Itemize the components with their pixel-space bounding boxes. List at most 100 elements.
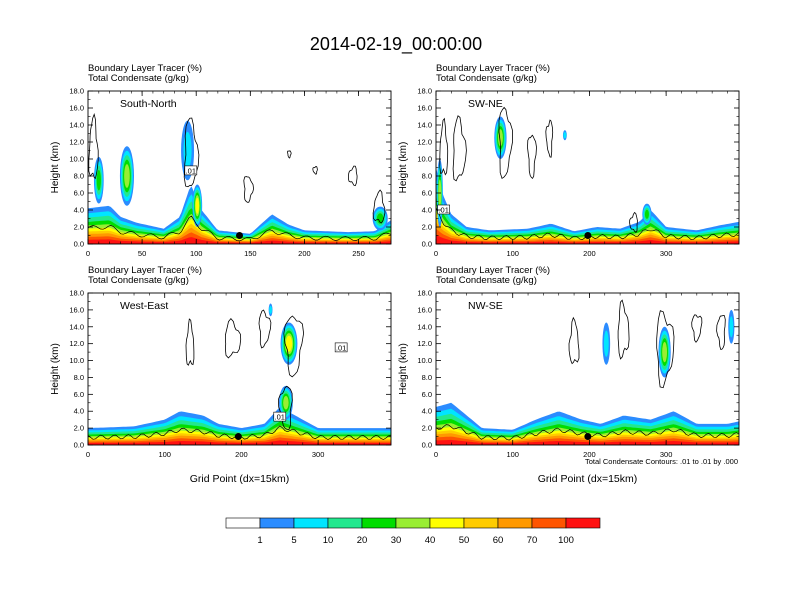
tracer-band-50 [88, 223, 391, 244]
plume-3-level-4 [644, 209, 649, 219]
colorbar-swatch [565, 517, 601, 529]
plume-1-level-2 [269, 305, 273, 314]
tracer-band-100 [436, 439, 739, 445]
panel-header-condensate: Total Condensate (g/kg) [88, 275, 189, 286]
x-tick-label: 100 [158, 450, 171, 459]
site-marker [584, 232, 592, 239]
y-tick-label: 4.0 [422, 407, 432, 416]
tracer-band-60 [88, 227, 391, 244]
y-tick-label: 6.0 [74, 390, 84, 399]
tracer-band-100 [88, 440, 391, 445]
colorbar-swatch [327, 517, 363, 529]
x-axis-label: Grid Point (dx=15km) [538, 473, 638, 485]
y-tick-label: 2.0 [74, 424, 84, 433]
condensate-contour [629, 211, 638, 234]
panel-nw-se: Boundary Layer Tracer (%) Total Condensat… [398, 265, 740, 485]
colorbar-swatch [463, 517, 499, 529]
x-tick-label: 300 [312, 450, 325, 459]
y-axis-label: Height (km) [398, 142, 409, 194]
condensate-contour-low [88, 215, 391, 242]
contour-note: Total Condensate Contours: .01 to .01 by… [585, 457, 738, 466]
plume-0-level-6 [285, 335, 293, 352]
colorbar-label: 1 [257, 535, 262, 546]
colorbar-label: 70 [527, 535, 538, 546]
y-tick-label: 18.0 [417, 87, 432, 96]
condensate-contour [224, 317, 242, 359]
colorbar-swatch [259, 517, 295, 529]
panel-label: West-East [120, 300, 168, 312]
panel-header-tracer: Boundary Layer Tracer (%) [88, 265, 202, 276]
condensate-contour [617, 299, 630, 360]
plume-1-level-5 [662, 341, 668, 363]
tracer-band-70 [88, 232, 391, 244]
plot-area [436, 299, 739, 445]
tracer-band-30 [436, 204, 739, 244]
y-tick-label: 4.0 [74, 407, 84, 416]
colorbar-label: 40 [425, 535, 436, 546]
plume-3-level-6 [195, 197, 200, 214]
x-tick-label: 0 [86, 249, 90, 258]
site-marker [234, 433, 242, 441]
y-tick-label: 8.0 [422, 373, 432, 382]
condensate-contour [545, 119, 554, 158]
condensate-contour [716, 315, 726, 350]
plot-frame [435, 90, 740, 245]
condensate-contour [568, 316, 580, 365]
panel-west-east: Boundary Layer Tracer (%)Total Condensat… [50, 265, 392, 485]
plume-0-level-2 [603, 330, 609, 357]
condensate-contour [287, 150, 292, 159]
condensate-contour [277, 385, 293, 431]
tracer-band-5 [88, 194, 391, 244]
y-tick-label: 0.0 [74, 441, 84, 450]
x-tick-label: 0 [434, 450, 438, 459]
plume-4-level-1 [750, 122, 754, 134]
colorbar: 1 5 10 20 30 40 50 60 70 100 [225, 517, 601, 546]
tracer-band-1 [88, 186, 391, 244]
y-tick-label: 4.0 [74, 206, 84, 215]
panel-header-tracer: Boundary Layer Tracer (%) [436, 63, 550, 74]
contour-label: .01 [336, 343, 346, 352]
panel-header-tracer: Boundary Layer Tracer (%) [88, 63, 202, 74]
tracer-band-30 [88, 213, 391, 244]
y-tick-label: 16.0 [417, 104, 432, 113]
x-tick-label: 300 [660, 450, 673, 459]
contour-label-box [184, 165, 198, 176]
plume-0-level-4 [96, 170, 101, 191]
x-tick-label: 100 [190, 249, 203, 258]
condensate-contour [283, 315, 305, 378]
condensate-contour [183, 117, 200, 188]
y-tick-label: 10.0 [417, 356, 432, 365]
colorbar-label: 30 [391, 535, 402, 546]
plume-1-level-5 [124, 164, 130, 188]
condensate-contour [372, 189, 386, 224]
contour-label: .01 [275, 413, 285, 422]
panel-label: SW-NE [468, 98, 503, 110]
y-tick-label: 0.0 [422, 441, 432, 450]
y-tick-label: 18.0 [69, 289, 84, 298]
tracer-band-20 [88, 208, 391, 244]
condensate-contour [452, 115, 467, 182]
condensate-contour [347, 165, 358, 187]
y-axis-label: Height (km) [398, 343, 409, 395]
y-tick-label: 4.0 [422, 206, 432, 215]
x-tick-label: 200 [583, 249, 596, 258]
panel-label: NW-SE [468, 300, 503, 312]
colorbar-swatch [361, 517, 397, 529]
condensate-contour [243, 176, 255, 203]
condensate-contour [439, 117, 449, 176]
condensate-contour [312, 165, 318, 175]
y-tick-label: 0.0 [422, 240, 432, 249]
y-axis-label: Height (km) [50, 343, 61, 395]
y-tick-label: 8.0 [422, 172, 432, 181]
y-tick-label: 8.0 [74, 172, 84, 181]
y-tick-label: 18.0 [69, 87, 84, 96]
y-tick-label: 0.0 [74, 240, 84, 249]
y-tick-label: 6.0 [422, 189, 432, 198]
colorbar-label: 100 [558, 535, 574, 546]
panel-header-tracer: Boundary Layer Tracer (%) [436, 265, 550, 276]
tracer-band-10 [436, 187, 739, 244]
colorbar-swatch [497, 517, 533, 529]
y-tick-label: 16.0 [417, 305, 432, 314]
panel-south-north: Boundary Layer Tracer (%)Total Condensat… [50, 63, 392, 258]
